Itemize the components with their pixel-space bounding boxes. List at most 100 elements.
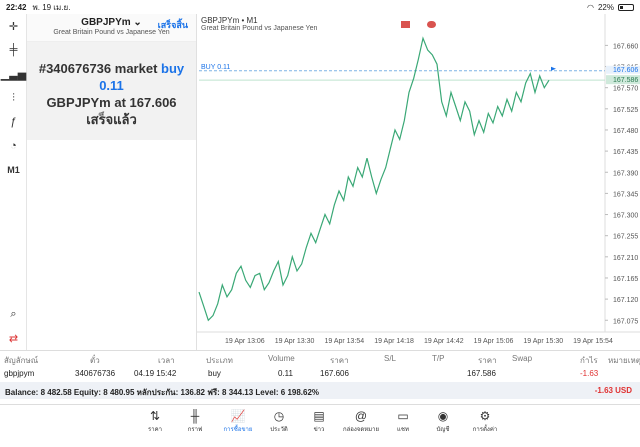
cell-ticket: 340676736 (75, 369, 116, 378)
trade-line-icon: 📈 (230, 409, 246, 423)
price-series-line (198, 36, 550, 322)
cell-volume: 0.11 (278, 369, 293, 378)
y-tick-label: 167.165 (613, 276, 638, 283)
y-tick-label: 167.480 (613, 128, 638, 135)
order-symbol[interactable]: GBPJPYm ⌄ (81, 17, 142, 28)
cell-open-price: 167.606 (320, 369, 349, 378)
chart-icon: ╫ (190, 409, 200, 423)
table-row[interactable]: gbpjpym 340676736 04.19 15:42 buy 0.11 1… (0, 366, 640, 382)
col-header[interactable]: T/P (432, 354, 445, 363)
col-header[interactable]: สัญลักษณ์ (4, 356, 39, 365)
chart-marker-icon (401, 21, 410, 28)
chart-toolbar: ✛ ╪ ▁▃▅ ⫶ ƒ ◔ M1 ⌕ ⇄ (0, 14, 27, 350)
col-header[interactable]: S/L (384, 354, 397, 363)
cell-symbol: gbpjpym (4, 369, 35, 378)
news-icon: ▤ (313, 409, 325, 423)
y-tick-label: 167.075 (613, 318, 638, 325)
nav-quotes[interactable]: ⇅ ราคา (136, 409, 174, 434)
col-header[interactable]: Volume (268, 354, 295, 363)
y-tick-label: 167.300 (613, 213, 638, 220)
y-tick-label: 167.120 (613, 297, 638, 304)
cell-time: 04.19 15:42 (134, 369, 177, 378)
col-header[interactable]: กำไร (580, 356, 598, 365)
price-chart[interactable]: GBPJPYm • M1 Great Britain Pound vs Japa… (197, 14, 640, 350)
positions-table-header: สัญลักษณ์ ตั๋ว เวลา ประเภท Volume ราคา S… (0, 350, 640, 366)
buy-price-tag-bg (606, 65, 640, 74)
chat-icon: ▭ (397, 409, 409, 423)
balance-profit: -1.63 (594, 386, 613, 395)
crosshair-icon[interactable]: ✛ (8, 20, 19, 33)
chart-title: GBPJPYm • M1 (201, 16, 258, 25)
account-icon: ◉ (437, 409, 449, 423)
y-tick-label: 167.525 (613, 107, 638, 114)
buy-price-tag: 167.606 (613, 67, 638, 74)
x-tick-label: 19 Apr 15:06 (474, 338, 514, 345)
order-result-line2: GBPJPYm at 167.606 (46, 95, 177, 110)
nav-history[interactable]: ◷ ประวัติ (260, 409, 298, 434)
y-tick-label: 167.255 (613, 234, 638, 241)
order-result-line1: #340676736 market buy 0.11 (38, 61, 185, 93)
zoom-icon[interactable]: ⌕ (10, 307, 17, 320)
x-tick-label: 19 Apr 15:54 (573, 338, 613, 345)
col-header[interactable]: ราคา (330, 356, 349, 365)
order-result-status: เสร็จแล้ว (86, 112, 137, 127)
col-header[interactable]: ตั๋ว (90, 356, 100, 365)
timeframe-button[interactable]: M1 (7, 165, 20, 175)
trade-icon[interactable]: ⇄ (8, 332, 19, 345)
buy-arrow-icon (551, 66, 556, 71)
bottom-nav: ⇅ ราคา ╫ กราฟ 📈 การซื้อขาย ◷ ประวัติ ▤ ข่าว @… (0, 404, 640, 447)
cell-type: buy (208, 369, 221, 378)
y-tick-label: 167.660 (613, 43, 638, 50)
x-tick-label: 19 Apr 14:18 (374, 338, 414, 345)
battery-icon (618, 3, 634, 11)
cell-profit: -1.63 (580, 369, 599, 378)
history-icon: ◷ (273, 409, 285, 423)
nav-account[interactable]: ◉ บัญชี (424, 409, 462, 434)
x-tick-label: 19 Apr 14:42 (424, 338, 464, 345)
y-tick-label: 167.435 (613, 149, 638, 156)
objects-icon[interactable]: ◔ (10, 140, 17, 152)
function-icon[interactable]: ƒ (10, 116, 17, 128)
col-header[interactable]: ประเภท (206, 356, 233, 365)
current-price-tag-bg (606, 75, 640, 85)
y-tick-label: 167.210 (613, 255, 638, 262)
nav-chat[interactable]: ▭ แชท (384, 409, 422, 434)
nav-mailbox[interactable]: @ กล่องจดหมาย (342, 409, 380, 433)
chart-svg: 167.660167.615167.570167.525167.480167.4… (197, 14, 640, 345)
order-panel: GBPJPYm ⌄ Great Britain Pound vs Japanes… (27, 14, 197, 350)
wifi-icon: ◠ (587, 2, 594, 12)
nav-chart[interactable]: ╫ กราฟ (176, 409, 214, 434)
order-symbol-description: Great Britain Pound vs Japanese Yen (53, 29, 170, 36)
nav-news[interactable]: ▤ ข่าว (300, 409, 338, 434)
col-header[interactable]: Swap (512, 354, 533, 363)
col-header[interactable]: เวลา (158, 356, 175, 365)
x-tick-label: 19 Apr 13:30 (275, 338, 315, 345)
nav-settings[interactable]: ⚙ การตั้งค่า (466, 409, 504, 434)
settings-sliders-icon[interactable]: ⫶ (12, 91, 15, 104)
status-bar: 22:42 พ. 19 เม.ย. ◠ 22% (0, 0, 640, 14)
balance-bar: Balance: 8 482.58 Equity: 8 480.95 หลักป… (0, 382, 640, 399)
indicators-icon[interactable]: ▁▃▅ (0, 68, 27, 81)
battery-level: 22% (597, 2, 614, 12)
buy-line-label: BUY 0.11 (201, 64, 230, 71)
status-right: ◠ 22% (587, 3, 634, 12)
nav-trade[interactable]: 📈 การซื้อขาย (219, 409, 257, 434)
y-tick-label: 167.390 (613, 170, 638, 177)
order-panel-header: GBPJPYm ⌄ Great Britain Pound vs Japanes… (27, 14, 196, 42)
balance-currency: USD (615, 386, 632, 395)
x-tick-label: 19 Apr 13:54 (324, 338, 364, 345)
col-header[interactable]: ราคา (478, 356, 497, 365)
col-header[interactable]: หมายเหตุ (608, 356, 640, 365)
balance-summary: Balance: 8 482.58 Equity: 8 480.95 หลักป… (5, 388, 320, 397)
status-date: พ. 19 เม.ย. (32, 2, 71, 12)
gear-icon: ⚙ (479, 409, 491, 423)
chart-type-icon[interactable]: ╪ (9, 44, 18, 56)
done-button[interactable]: เสร็จสิ้น (157, 20, 188, 30)
x-tick-label: 19 Apr 15:30 (523, 338, 563, 345)
cell-price: 167.586 (467, 369, 496, 378)
status-time: 22:42 (6, 2, 27, 12)
order-result: #340676736 market buy 0.11 GBPJPYm at 16… (27, 42, 196, 140)
y-tick-label: 167.345 (613, 191, 638, 198)
chart-marker-icon (427, 21, 436, 28)
quotes-icon: ⇅ (149, 409, 161, 423)
